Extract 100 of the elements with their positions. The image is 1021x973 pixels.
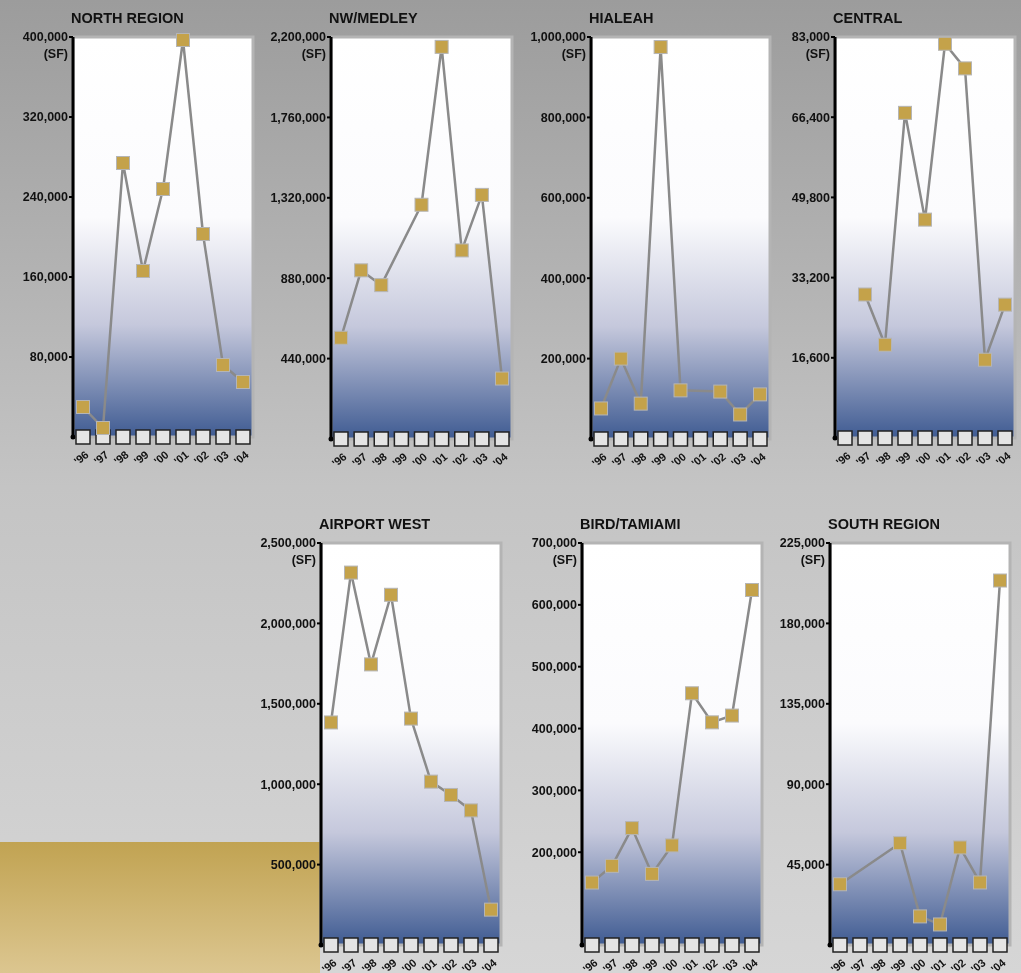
y-tick-label: 440,000 — [280, 351, 327, 366]
y-tick-label: 500,000 — [270, 857, 317, 872]
x-tick-label: '98 — [873, 449, 893, 469]
point — [136, 264, 150, 278]
x-tick-label: '99 — [379, 956, 399, 973]
point — [685, 686, 699, 701]
y-tick-label: 320,000 — [22, 110, 69, 125]
y-axis-title: (SF) — [561, 47, 586, 62]
x-tick-label: '00 — [410, 450, 430, 470]
x-tick-label: '01 — [171, 448, 191, 468]
y-tick-label: 16,600 — [791, 351, 831, 366]
y-tick-label: 1,760,000 — [270, 110, 327, 125]
point — [354, 263, 369, 278]
chart-title: NORTH REGION — [71, 10, 184, 26]
x-tick-label: '98 — [620, 956, 640, 973]
x-tick-label: '04 — [231, 447, 252, 468]
y-tick-label: 700,000 — [531, 536, 578, 551]
y-tick-label: 240,000 — [22, 190, 69, 205]
point — [653, 40, 668, 55]
y-tick-label: 45,000 — [786, 857, 826, 872]
y-axis-title: (SF) — [800, 553, 825, 568]
point — [893, 836, 907, 851]
point — [76, 400, 90, 414]
x-tick-label: '02 — [439, 956, 459, 973]
point — [953, 840, 967, 855]
y-tick-label: 2,200,000 — [270, 30, 327, 45]
y-tick-label: 1,320,000 — [270, 191, 327, 206]
point — [705, 715, 719, 730]
point — [858, 287, 872, 302]
point — [344, 565, 358, 580]
y-tick-label: 400,000 — [540, 271, 587, 286]
point — [96, 421, 110, 435]
x-tick-label: '02 — [191, 448, 211, 468]
y-tick-label: 2,500,000 — [260, 536, 317, 551]
chart-title: AIRPORT WEST — [319, 516, 431, 532]
x-tick-label: '01 — [419, 956, 439, 973]
point — [998, 297, 1012, 312]
point — [324, 715, 338, 730]
y-tick-label: 800,000 — [540, 110, 587, 125]
point — [364, 657, 378, 672]
x-tick-label: '96 — [833, 449, 853, 469]
point — [414, 197, 429, 212]
point — [645, 866, 659, 881]
point — [918, 212, 932, 227]
point — [833, 877, 847, 892]
chart-title: HIALEAH — [589, 10, 654, 26]
point — [938, 36, 952, 51]
point — [725, 708, 739, 723]
y-tick-label: 600,000 — [540, 191, 587, 206]
x-tick-label: '97 — [339, 956, 359, 973]
point — [196, 227, 210, 241]
x-tick-label: '96 — [319, 956, 339, 973]
point — [713, 384, 728, 399]
point — [176, 33, 190, 47]
y-tick-label: 2,000,000 — [260, 616, 317, 631]
x-tick-label: '00 — [399, 956, 419, 973]
x-tick-label: '99 — [649, 450, 669, 470]
point — [993, 573, 1007, 588]
x-tick-label: '03 — [968, 956, 988, 973]
x-tick-label: '98 — [868, 956, 888, 973]
x-tick-label: '98 — [111, 448, 131, 468]
y-tick-label: 1,000,000 — [260, 777, 317, 792]
y-axis-title: (SF) — [552, 553, 577, 568]
y-tick-label: 49,800 — [791, 190, 831, 205]
x-tick-label: '01 — [680, 956, 700, 973]
x-tick-label: '98 — [369, 450, 390, 470]
point — [958, 61, 972, 76]
y-tick-label: 160,000 — [22, 270, 69, 285]
y-axis-title: (SF) — [291, 553, 316, 568]
x-tick-label: '04 — [740, 955, 761, 973]
point — [374, 278, 389, 293]
x-tick-label: '96 — [589, 450, 609, 470]
y-tick-label: 400,000 — [531, 721, 578, 736]
y-tick-label: 33,200 — [791, 270, 831, 285]
x-tick-label: '99 — [131, 448, 151, 468]
point — [673, 383, 688, 398]
chart-title: CENTRAL — [833, 10, 903, 26]
y-axis-title: (SF) — [805, 47, 830, 62]
x-tick-label: '02 — [948, 956, 968, 973]
x-tick-label: '97 — [349, 450, 369, 470]
point — [156, 182, 170, 196]
y-tick-label: 400,000 — [22, 30, 69, 45]
x-tick-label: '99 — [888, 956, 908, 973]
point — [745, 583, 759, 597]
x-tick-label: '00 — [151, 448, 171, 468]
point — [454, 243, 469, 258]
x-tick-label: '97 — [91, 448, 111, 468]
x-tick-label: '98 — [629, 450, 649, 470]
x-tick-label: '03 — [728, 450, 748, 470]
x-tick-label: '00 — [913, 449, 933, 469]
x-tick-label: '96 — [828, 956, 848, 973]
point — [898, 105, 912, 120]
x-tick-label: '96 — [71, 448, 91, 468]
x-tick-label: '04 — [479, 955, 500, 973]
x-tick-label: '01 — [689, 450, 709, 470]
x-tick-label: '03 — [720, 956, 740, 973]
x-tick-label: '01 — [430, 450, 450, 470]
y-tick-label: 90,000 — [786, 777, 826, 792]
x-tick-label: '98 — [359, 956, 379, 973]
point — [613, 351, 628, 366]
